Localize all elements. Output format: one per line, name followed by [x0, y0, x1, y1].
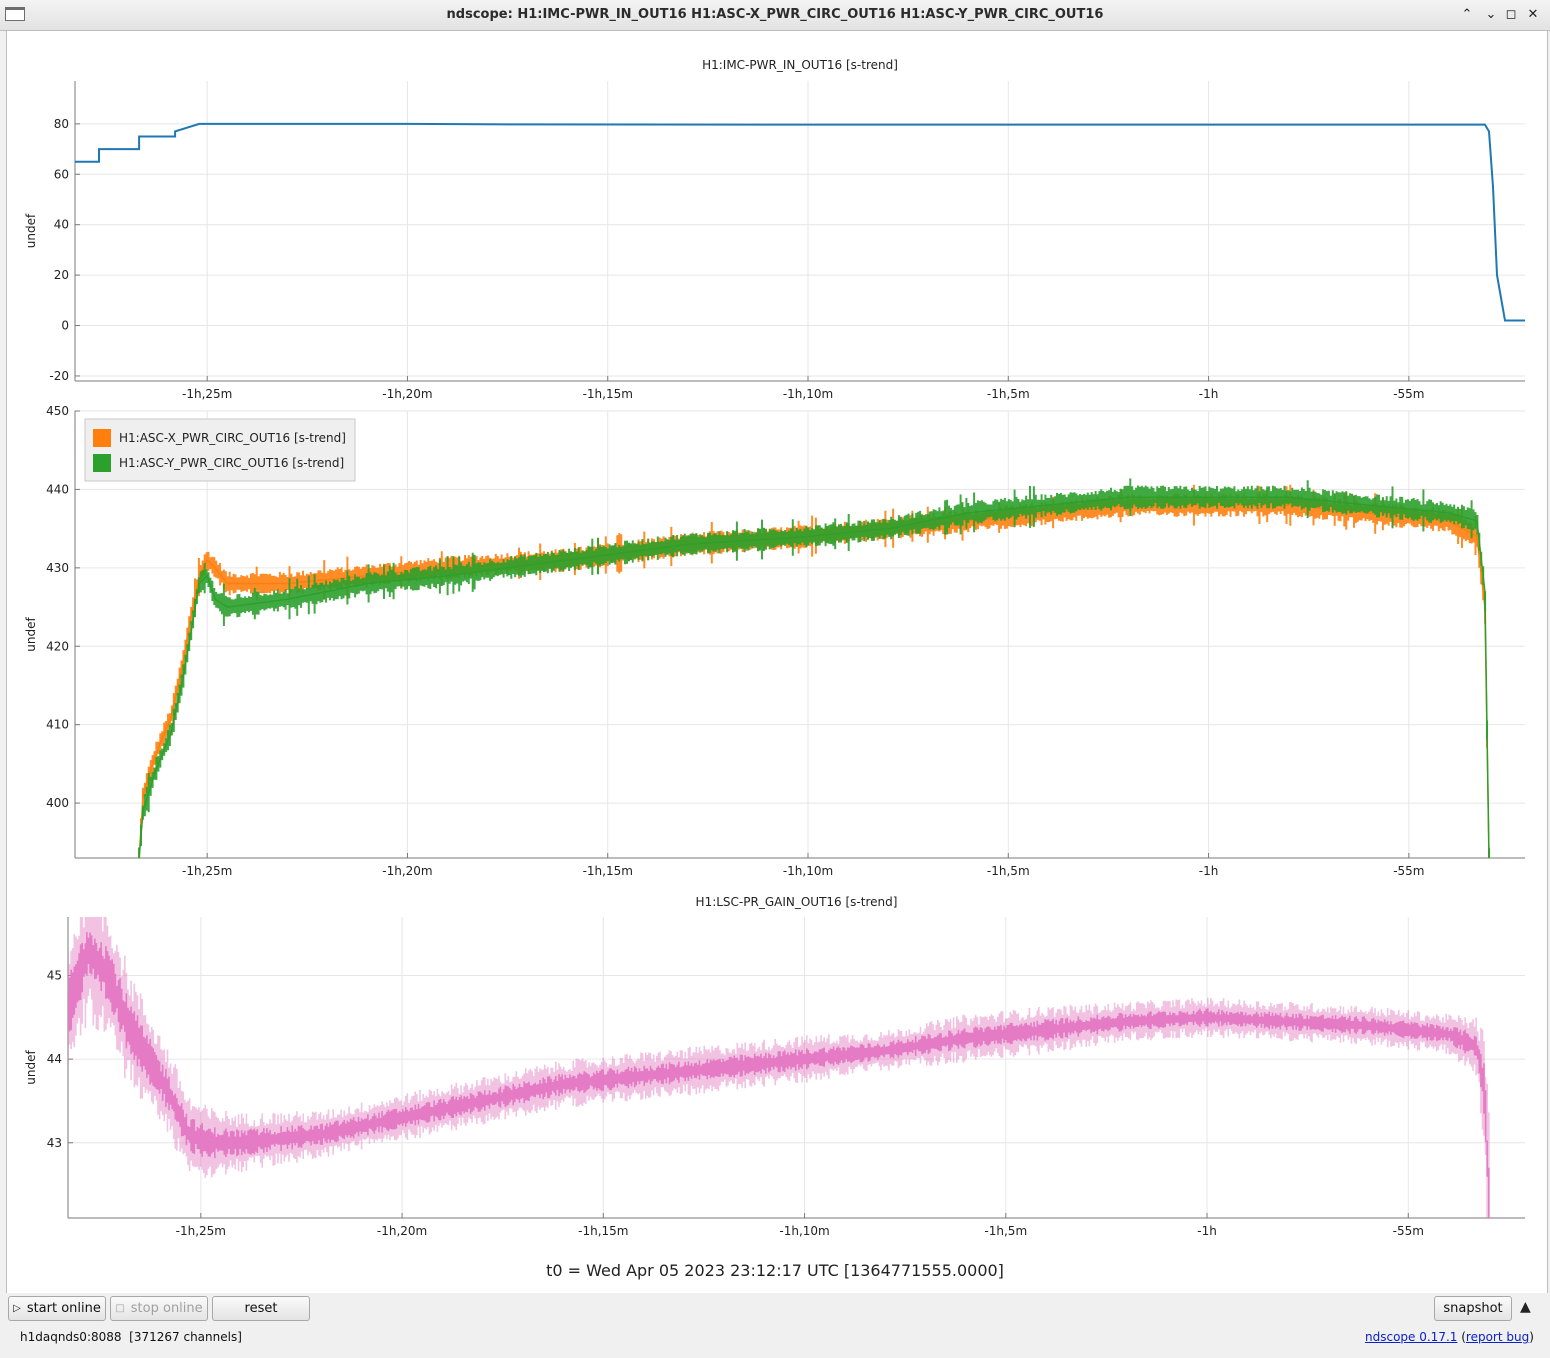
chart-title: H1:LSC-PR_GAIN_OUT16 [s-trend] — [696, 895, 898, 909]
x-tick-label: -1h — [1199, 387, 1219, 401]
server-address: h1daqnds0:8088 — [20, 1330, 122, 1344]
x-tick-label: -1h,10m — [783, 387, 833, 401]
reset-button[interactable]: reset — [212, 1296, 310, 1321]
x-tick-label: -1h,10m — [783, 864, 833, 878]
paren-open: ( — [1461, 1330, 1466, 1344]
x-tick-label: -55m — [1393, 1224, 1424, 1238]
stop-online-label: stop online — [130, 1301, 203, 1316]
y-tick-label: 410 — [46, 718, 69, 732]
x-tick-label: -1h,15m — [583, 864, 633, 878]
status-server: h1daqnds0:8088 [371267 channels] — [20, 1330, 242, 1344]
y-tick-label: 400 — [46, 796, 69, 810]
legend-label-asc_y: H1:ASC-Y_PWR_CIRC_OUT16 [s-trend] — [119, 456, 344, 470]
x-tick-label: -1h — [1197, 1224, 1217, 1238]
y-tick-label: 45 — [47, 969, 62, 983]
y-axis-label: undef — [24, 1050, 38, 1085]
x-tick-label: -1h,20m — [377, 1224, 427, 1238]
y-tick-label: 43 — [47, 1136, 62, 1150]
start-online-button[interactable]: ▷ start online — [8, 1296, 106, 1321]
series-line-imc — [75, 122, 1525, 322]
legend-swatch-asc_y — [93, 454, 111, 472]
y-axis-label: undef — [24, 617, 38, 652]
triangle-up-icon[interactable]: ▲ — [1520, 1299, 1531, 1315]
x-tick-label: -1h,25m — [182, 387, 232, 401]
x-tick-label: -1h,10m — [779, 1224, 829, 1238]
x-tick-label: -1h — [1199, 864, 1219, 878]
chart-panel-1[interactable]: -1h,25m -1h,20m -1h,15m -1h,10m -1h,5m -1h -55… — [24, 58, 1525, 401]
x-tick-label: -55m — [1393, 864, 1424, 878]
x-tick-label: -1h,20m — [382, 864, 432, 878]
y-tick-label: 20 — [54, 268, 69, 282]
y-tick-label: 430 — [46, 561, 69, 575]
y-tick-label: 440 — [46, 482, 69, 496]
keep-above-icon[interactable]: ⌃ — [1461, 7, 1473, 22]
x-tick-label: -1h,25m — [176, 1224, 226, 1238]
x-tick-label: -1h,5m — [984, 1224, 1027, 1238]
y-tick-label: -20 — [49, 369, 69, 383]
chart-title: H1:IMC-PWR_IN_OUT16 [s-trend] — [702, 58, 898, 72]
legend-box — [84, 418, 356, 482]
y-tick-label: 420 — [46, 639, 69, 653]
minimize-icon[interactable]: ⌄ — [1485, 7, 1497, 22]
version-link[interactable]: ndscope 0.17.1 — [1365, 1330, 1458, 1344]
channel-count: [371267 channels] — [129, 1330, 242, 1344]
window-title: ndscope: H1:IMC-PWR_IN_OUT16 H1:ASC-X_PW… — [446, 7, 1104, 22]
y-tick-label: 60 — [54, 167, 69, 181]
x-tick-label: -1h,15m — [578, 1224, 628, 1238]
plots-canvas[interactable]: -1h,25m -1h,20m -1h,15m -1h,10m -1h,5m -1h -55… — [7, 31, 1547, 1293]
reset-label: reset — [244, 1301, 278, 1316]
close-icon[interactable]: ✕ — [1527, 7, 1539, 22]
maximize-icon[interactable]: ◻ — [1505, 7, 1517, 22]
report-bug-link[interactable]: report bug — [1465, 1330, 1530, 1344]
legend: H1:ASC-X_PWR_CIRC_OUT16 [s-trend] H1:ASC-… — [84, 418, 356, 482]
window-menu-icon[interactable] — [5, 7, 25, 21]
y-axis-label: undef — [24, 213, 38, 248]
play-icon: ▷ — [13, 1303, 21, 1314]
legend-label-asc_x: H1:ASC-X_PWR_CIRC_OUT16 [s-trend] — [119, 431, 346, 445]
y-tick-label: 40 — [54, 218, 69, 232]
paren-close: ) — [1529, 1330, 1534, 1344]
x-tick-label: -55m — [1393, 387, 1424, 401]
y-tick-label: 80 — [54, 117, 69, 131]
x-tick-label: -1h,25m — [182, 864, 232, 878]
start-online-label: start online — [26, 1301, 101, 1316]
x-tick-label: -1h,5m — [987, 864, 1030, 878]
x-tick-label: -1h,15m — [583, 387, 633, 401]
x-tick-label: -1h,5m — [987, 387, 1030, 401]
stop-icon: □ — [115, 1303, 125, 1314]
series-line-asc_y — [138, 496, 1490, 858]
plot-area: -1h,25m -1h,20m -1h,15m -1h,10m -1h,5m -1h -55… — [6, 31, 1548, 1293]
series-band-inner-lsc — [68, 932, 1490, 1218]
chart-panel-2[interactable]: -1h,25m -1h,20m -1h,15m -1h,10m -1h,5m -1h -55… — [24, 404, 1525, 878]
y-tick-label: 0 — [61, 319, 69, 333]
legend-swatch-asc_x — [93, 429, 111, 447]
y-tick-label: 44 — [47, 1052, 62, 1066]
series-band-asc_y — [138, 478, 1490, 858]
chart-panel-3[interactable]: -1h,25m -1h,20m -1h,15m -1h,10m -1h,5m -1h -55… — [24, 888, 1525, 1290]
t0-label: t0 = Wed Apr 05 2023 23:12:17 UTC [13647… — [546, 1261, 1004, 1280]
snapshot-button[interactable]: snapshot — [1434, 1296, 1512, 1321]
snapshot-label: snapshot — [1443, 1301, 1503, 1316]
y-tick-label: 450 — [46, 404, 69, 418]
x-tick-label: -1h,20m — [382, 387, 432, 401]
stop-online-button[interactable]: □ stop online — [110, 1296, 208, 1321]
window-titlebar: ndscope: H1:IMC-PWR_IN_OUT16 H1:ASC-X_PW… — [0, 0, 1550, 31]
status-version: ndscope 0.17.1 (report bug) — [1365, 1330, 1534, 1344]
series-line-asc_x — [138, 504, 1490, 858]
